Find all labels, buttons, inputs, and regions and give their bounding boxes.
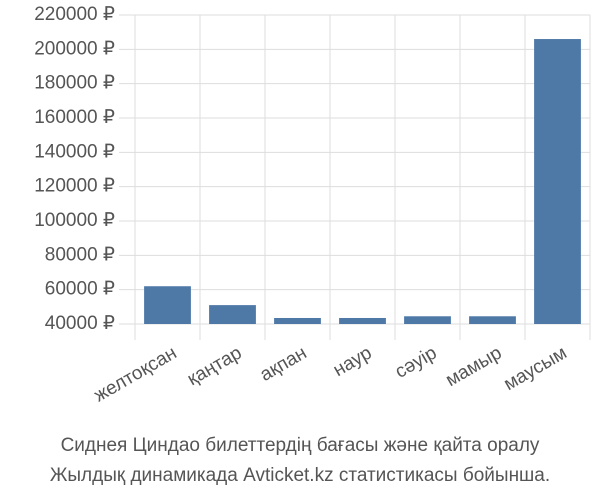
bar	[404, 316, 451, 324]
x-tick-label: желтоқсан	[91, 342, 181, 406]
x-tick-label: ақпан	[257, 342, 311, 385]
y-tick-label: 180000 ₽	[34, 73, 115, 94]
y-tick-label: 60000 ₽	[45, 279, 115, 300]
caption: Жылдық динамикада Avticket.kz статистика…	[50, 465, 550, 486]
bar	[534, 39, 581, 325]
x-tick-label: наур	[330, 342, 376, 381]
y-tick-label: 80000 ₽	[45, 244, 115, 265]
y-tick-label: 140000 ₽	[34, 141, 115, 162]
caption: Сиднея Циндао билеттердің бағасы және қа…	[61, 435, 540, 456]
x-tick-label: мамыр	[442, 342, 505, 391]
x-tick-label: қаңтар	[184, 342, 246, 390]
y-tick-label: 40000 ₽	[45, 313, 115, 334]
y-tick-label: 200000 ₽	[34, 38, 115, 59]
bar	[274, 317, 321, 324]
y-tick-label: 160000 ₽	[34, 107, 115, 128]
bar	[339, 317, 386, 324]
bar	[469, 316, 516, 324]
bar	[144, 286, 191, 324]
x-tick-label: маусым	[500, 342, 570, 395]
y-tick-label: 220000 ₽	[34, 4, 115, 25]
bar	[209, 305, 256, 324]
x-tick-label: сәуір	[392, 342, 441, 382]
y-tick-label: 120000 ₽	[34, 176, 115, 197]
y-tick-label: 100000 ₽	[34, 210, 115, 231]
